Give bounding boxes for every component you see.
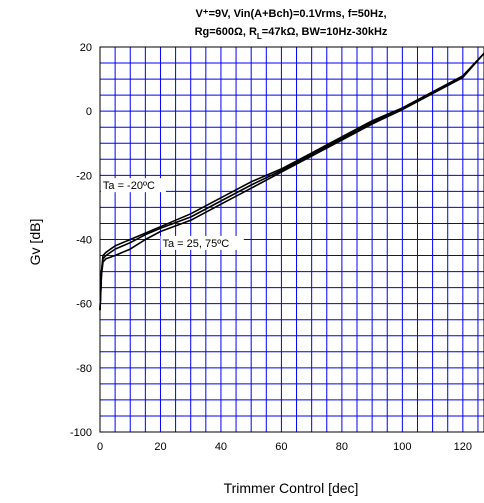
y-tick-label: 0 [86,106,92,118]
y-tick-label: -60 [76,299,92,311]
x-tick-label: 60 [275,441,287,453]
series-line-2 [99,52,484,311]
annotation-2: Ta = 25, 75ºC [162,238,229,250]
x-tick-label: 0 [97,441,103,453]
series-line-3 [99,52,484,311]
x-axis-label: Trimmer Control [dec] [224,480,359,496]
x-tick-label: 20 [154,441,166,453]
chart-title-line2-a: Rg=600Ω, R [195,26,257,38]
annotation-bg-1 [100,178,166,193]
x-tick-labels: 0 20 40 60 80 100 120 [97,441,472,453]
x-tick-label: 120 [454,441,472,453]
chart-title-line2-b: =47kΩ, BW=10Hz-30kHz [262,26,388,38]
plot-frame [99,46,484,433]
annotation-1: Ta = -20ºC [103,180,155,192]
y-tick-labels: 20 0 -20 -40 -60 -80 -100 [70,42,92,439]
y-tick-label: -80 [76,363,92,375]
chart-title-line1: V⁺=9V, Vin(A+Bch)=0.1Vrms, f=50Hz, [195,8,386,20]
x-tick-label: 100 [393,441,411,453]
series-group [99,52,484,311]
y-tick-label: 20 [80,42,92,54]
y-axis-label: Gv [dB] [27,219,43,266]
y-tick-label: -40 [76,235,92,247]
annotations: Ta = -20ºC Ta = 25, 75ºC [100,178,244,250]
y-tick-label: -20 [76,170,92,182]
annotation-bg-2 [160,235,244,250]
y-tick-label: -100 [70,427,92,439]
chart-title-line2: Rg=600Ω, RL=47kΩ, BW=10Hz-30kHz [195,26,388,41]
grid [99,46,484,433]
x-tick-label: 40 [215,441,227,453]
x-tick-label: 80 [336,441,348,453]
chart-title-line2-sub: L [257,32,262,41]
